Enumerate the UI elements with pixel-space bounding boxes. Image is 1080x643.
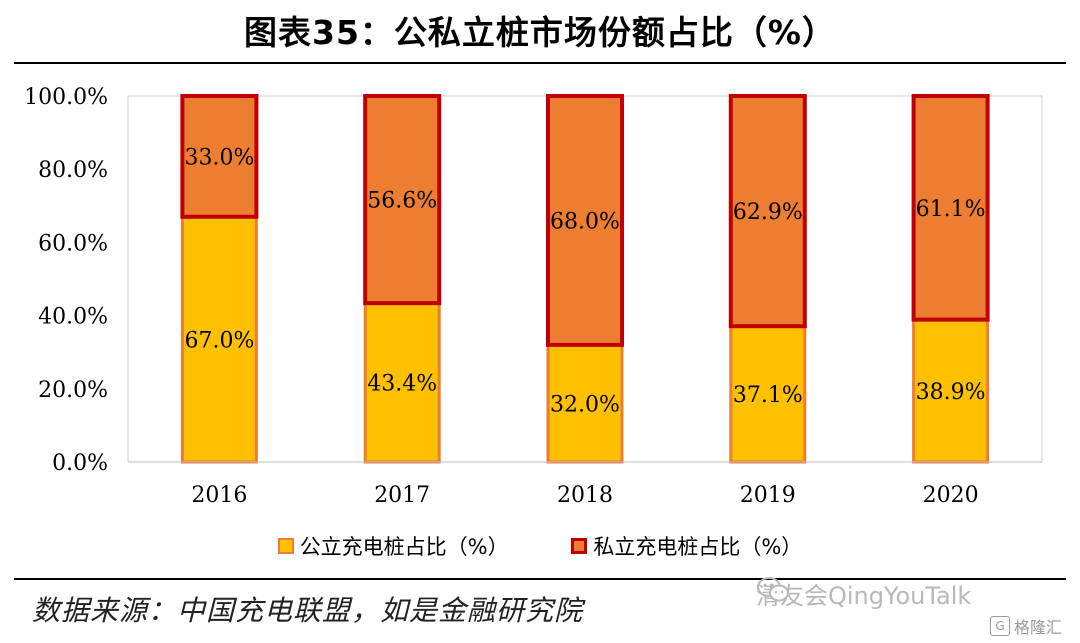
bar-private [546, 94, 624, 347]
bottom-rule [14, 578, 1066, 580]
legend-item-private: 私立充电桩占比（%） [571, 531, 802, 561]
data-label-public: 43.4% [367, 372, 437, 397]
data-label-public: 32.0% [550, 392, 620, 417]
brand-text: 格隆汇 [1013, 618, 1062, 637]
source-note: 数据来源：中国充电联盟，如是金融研究院 [32, 594, 584, 627]
y-tick-label: 0.0% [52, 451, 108, 476]
x-tick-label: 2018 [557, 483, 613, 508]
data-label-private: 61.1% [916, 197, 986, 222]
y-tick-label: 20.0% [38, 378, 108, 403]
bar-private [363, 94, 442, 306]
data-label-private: 33.0% [184, 145, 254, 170]
y-tick-label: 80.0% [38, 158, 108, 183]
data-label-private: 56.6% [367, 189, 437, 214]
wechat-icon [757, 577, 789, 602]
data-label-private: 68.0% [550, 209, 620, 234]
bar-public [912, 318, 990, 464]
bar-private [180, 94, 259, 219]
y-tick-label: 40.0% [38, 305, 108, 330]
watermark-text: 清友会QingYouTalk [756, 582, 972, 610]
legend-swatch-public [277, 538, 294, 554]
data-label-public: 67.0% [184, 328, 254, 353]
x-tick-label: 2017 [374, 483, 430, 508]
legend-item-public: 公立充电桩占比（%） [277, 531, 509, 561]
brand-icon: G [989, 616, 1010, 636]
chart-title: 图表35：公私立桩市场份额占比（%） [244, 13, 836, 52]
legend-label-public: 公立充电桩占比（%） [299, 535, 509, 559]
legend-label-private: 私立充电桩占比（%） [593, 535, 803, 559]
chart-svg: 0.0% 20.0% 40.0% 60.0% 80.0% 100.0% 67.0% 33.0%… [24, 85, 1043, 508]
brand-mark: G 格隆汇 [989, 614, 1062, 638]
bar-private [911, 94, 990, 322]
watermark: 清友会QingYouTalk [756, 576, 971, 611]
bar-private [728, 94, 807, 329]
x-tick-label: 2020 [923, 483, 979, 508]
data-label-public: 37.1% [733, 383, 803, 408]
y-tick-label: 100.0% [24, 85, 108, 110]
legend-swatch-private [571, 538, 588, 554]
top-rule [14, 62, 1066, 64]
y-tick-label: 60.0% [38, 231, 108, 256]
bar-public [180, 215, 258, 464]
x-tick-label: 2019 [740, 483, 796, 508]
data-label-private: 62.9% [733, 200, 803, 225]
x-tick-label: 2016 [191, 483, 247, 508]
data-label-public: 38.9% [916, 380, 986, 405]
legend: 公立充电桩占比（%） 私立充电桩占比（%） [0, 531, 1080, 561]
